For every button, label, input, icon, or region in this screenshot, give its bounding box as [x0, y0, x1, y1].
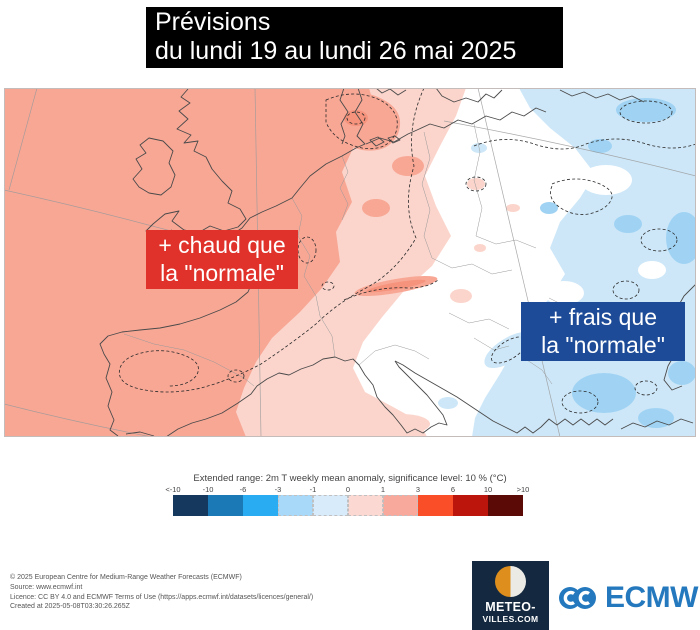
meteovilles-logo: METEO- VILLES.COM	[472, 561, 549, 630]
coastlines	[99, 88, 696, 437]
legend-tick: <-10	[165, 485, 181, 494]
colorbar-cell	[208, 495, 243, 516]
legend-tick: >10	[516, 485, 530, 494]
title-banner: Prévisions du lundi 19 au lundi 26 mai 2…	[146, 7, 563, 68]
title-line-1: Prévisions	[155, 8, 271, 36]
legend-tick: 3	[415, 485, 421, 494]
meteovilles-sun-icon	[495, 566, 526, 597]
legend-tick: 6	[450, 485, 456, 494]
copyright-line: Source: www.ecmwf.int	[10, 583, 83, 591]
title-line-2: du lundi 19 au lundi 26 mai 2025	[155, 37, 517, 65]
copyright-line: © 2025 European Centre for Medium-Range …	[10, 574, 242, 581]
colorbar-cell	[348, 495, 383, 516]
copyright-line: Created at 2025-05-08T03:30:26.265Z	[10, 603, 130, 611]
colorbar-cell	[488, 495, 523, 516]
legend-tick: 0	[345, 485, 351, 494]
colorbar-cell	[383, 495, 418, 516]
legend-tick: 1	[380, 485, 386, 494]
legend-colorbar	[173, 495, 523, 516]
legend-caption: Extended range: 2m T weekly mean anomaly…	[193, 473, 507, 484]
legend-tick: 10	[483, 485, 493, 494]
colorbar-cell	[278, 495, 313, 516]
legend-ticks: <-10 -10 -6 -3 -1 0 1 3 6 10 >10	[165, 485, 529, 494]
colorbar-cell	[313, 495, 348, 516]
legend-tick: -3	[274, 485, 282, 494]
map-canvas	[4, 88, 696, 437]
copyright-line: Licence: CC BY 4.0 and ECMWF Terms of Us…	[10, 593, 314, 601]
colorbar-cell	[453, 495, 488, 516]
colorbar-cell	[418, 495, 453, 516]
cool-label-line-2: la "normale"	[541, 332, 665, 358]
legend-tick: -10	[202, 485, 214, 494]
warm-label-line-2: la "normale"	[160, 260, 284, 286]
colorbar-cell	[173, 495, 208, 516]
legend-tick: -1	[309, 485, 317, 494]
warm-label-line-1: + chaud que	[158, 232, 286, 258]
cooler-than-normal-label: + frais que la "normale"	[521, 302, 685, 361]
colorbar-cell	[243, 495, 278, 516]
legend-tick: -6	[239, 485, 247, 494]
europe-anomaly-map: + chaud que la "normale" + frais que la …	[4, 88, 696, 437]
copyright-block: © 2025 European Centre for Medium-Range …	[10, 573, 313, 612]
ecmwf-logo: ECMWF	[556, 581, 700, 615]
ecmwf-wordmark: ECMWF	[605, 581, 700, 614]
warmer-than-normal-label: + chaud que la "normale"	[146, 230, 298, 289]
meteovilles-wordmark-line-1: METEO-	[485, 600, 536, 614]
ecmwf-emblem-icon	[559, 587, 596, 609]
meteovilles-wordmark-line-2: VILLES.COM	[482, 614, 539, 624]
cool-label-line-1: + frais que	[548, 304, 658, 330]
